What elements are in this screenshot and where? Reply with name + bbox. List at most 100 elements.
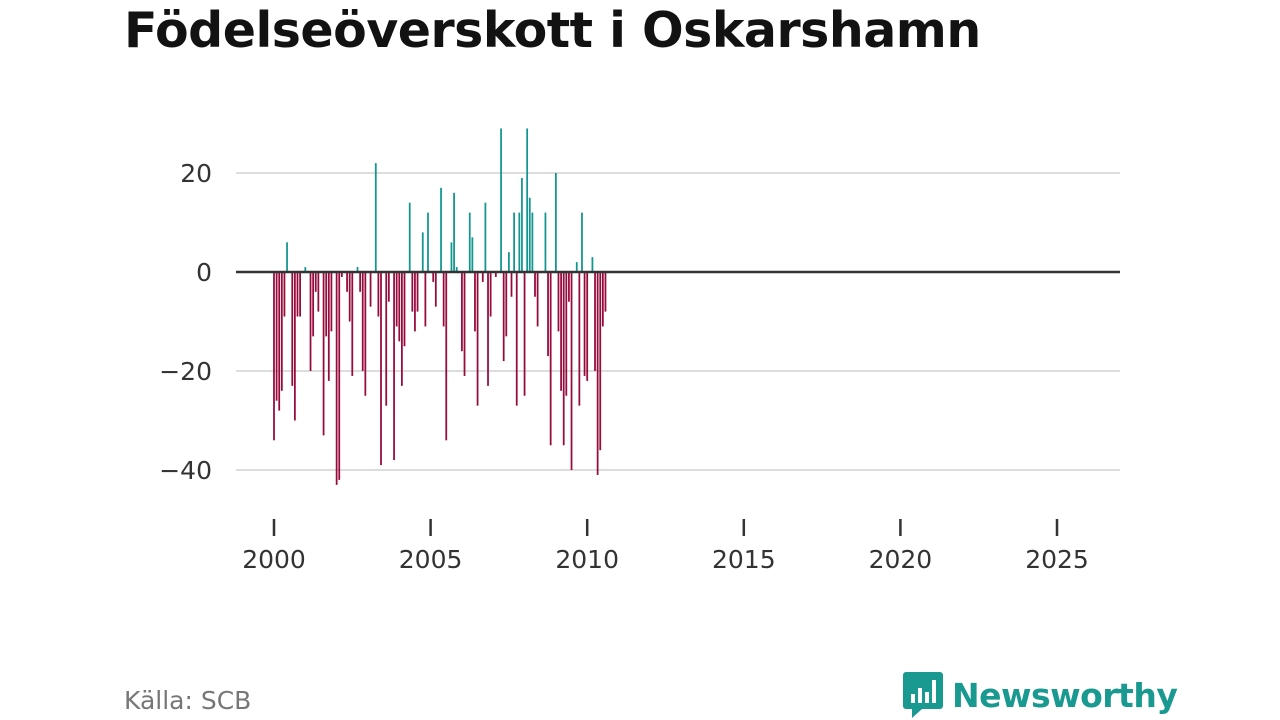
x-axis: 2000 2005 2010 2015 2020 2025	[242, 519, 1089, 574]
bar	[575, 262, 578, 272]
bar	[581, 212, 583, 272]
bar	[369, 272, 372, 307]
bar	[351, 272, 354, 376]
y-tick-label: 20	[180, 159, 212, 188]
bar	[494, 272, 497, 277]
bar	[348, 272, 351, 322]
bar	[505, 272, 508, 337]
bar	[296, 272, 299, 317]
bar	[599, 272, 602, 451]
bar	[317, 272, 320, 312]
bar	[346, 272, 348, 292]
bar	[536, 272, 539, 327]
bar	[398, 272, 401, 342]
bar	[487, 272, 489, 386]
bar	[408, 202, 411, 272]
bar	[500, 128, 502, 272]
bar	[554, 173, 557, 272]
bar	[531, 212, 534, 272]
bar	[330, 272, 333, 332]
bar	[568, 272, 570, 302]
bar	[359, 272, 362, 292]
bar	[340, 272, 343, 277]
bar	[275, 272, 278, 401]
bar	[387, 272, 390, 302]
bar	[455, 267, 458, 272]
bar	[594, 272, 596, 371]
bar	[528, 197, 531, 272]
y-tick-label: 0	[196, 258, 212, 287]
bar	[377, 272, 380, 317]
bar	[604, 272, 607, 312]
bar	[411, 272, 414, 312]
newsworthy-logo-text: Newsworthy	[952, 675, 1178, 715]
bar	[476, 272, 479, 406]
bar	[474, 272, 476, 332]
bar	[312, 272, 315, 337]
bar	[450, 242, 453, 272]
bar	[403, 272, 406, 347]
bar	[421, 232, 424, 272]
bar	[361, 272, 364, 371]
bar	[513, 212, 515, 272]
bar	[427, 212, 429, 272]
bar	[309, 272, 312, 371]
bar	[327, 272, 330, 381]
x-tick-label: 2000	[242, 545, 306, 574]
bar	[414, 272, 416, 332]
newsworthy-logo-icon	[903, 672, 943, 718]
bars-group	[273, 128, 607, 485]
x-tick-label: 2015	[712, 545, 776, 574]
bar	[565, 272, 568, 396]
bar	[434, 272, 437, 307]
bar	[484, 202, 487, 272]
source-note: Källa: SCB	[124, 686, 252, 715]
bar	[440, 187, 442, 272]
bar	[583, 272, 586, 376]
bar	[468, 212, 471, 272]
bar	[432, 272, 435, 282]
bar	[586, 272, 589, 381]
bar	[463, 272, 466, 376]
x-tick-label: 2020	[869, 545, 933, 574]
bar	[502, 272, 505, 362]
bar	[325, 272, 328, 337]
bar	[283, 272, 286, 317]
x-tick-label: 2025	[1025, 545, 1089, 574]
bar	[304, 267, 307, 272]
bar	[322, 272, 325, 436]
bar	[314, 272, 317, 292]
bar	[401, 272, 403, 386]
bar	[471, 237, 474, 272]
bar	[393, 272, 395, 461]
bar	[562, 272, 565, 446]
bar	[293, 272, 296, 421]
bar	[416, 272, 419, 312]
bar	[364, 272, 367, 396]
bar	[291, 272, 294, 386]
bar	[560, 272, 562, 391]
bar	[374, 163, 377, 272]
bar	[518, 212, 521, 272]
bar	[273, 272, 275, 441]
bar	[489, 272, 492, 317]
bar	[515, 272, 518, 406]
bar	[547, 272, 549, 357]
bar	[461, 272, 463, 352]
bar	[481, 272, 484, 282]
bar	[523, 272, 526, 396]
bar	[453, 192, 455, 272]
bar	[544, 212, 547, 272]
x-tick-label: 2010	[555, 545, 619, 574]
bar	[549, 272, 552, 446]
bar	[521, 177, 523, 272]
bar	[380, 272, 382, 466]
bar	[526, 128, 529, 272]
bar	[508, 252, 510, 272]
y-tick-label: −20	[159, 357, 212, 386]
bar	[338, 272, 341, 480]
bar	[596, 272, 599, 475]
bar	[299, 272, 301, 317]
newsworthy-logo[interactable]: Newsworthy	[902, 670, 1178, 720]
